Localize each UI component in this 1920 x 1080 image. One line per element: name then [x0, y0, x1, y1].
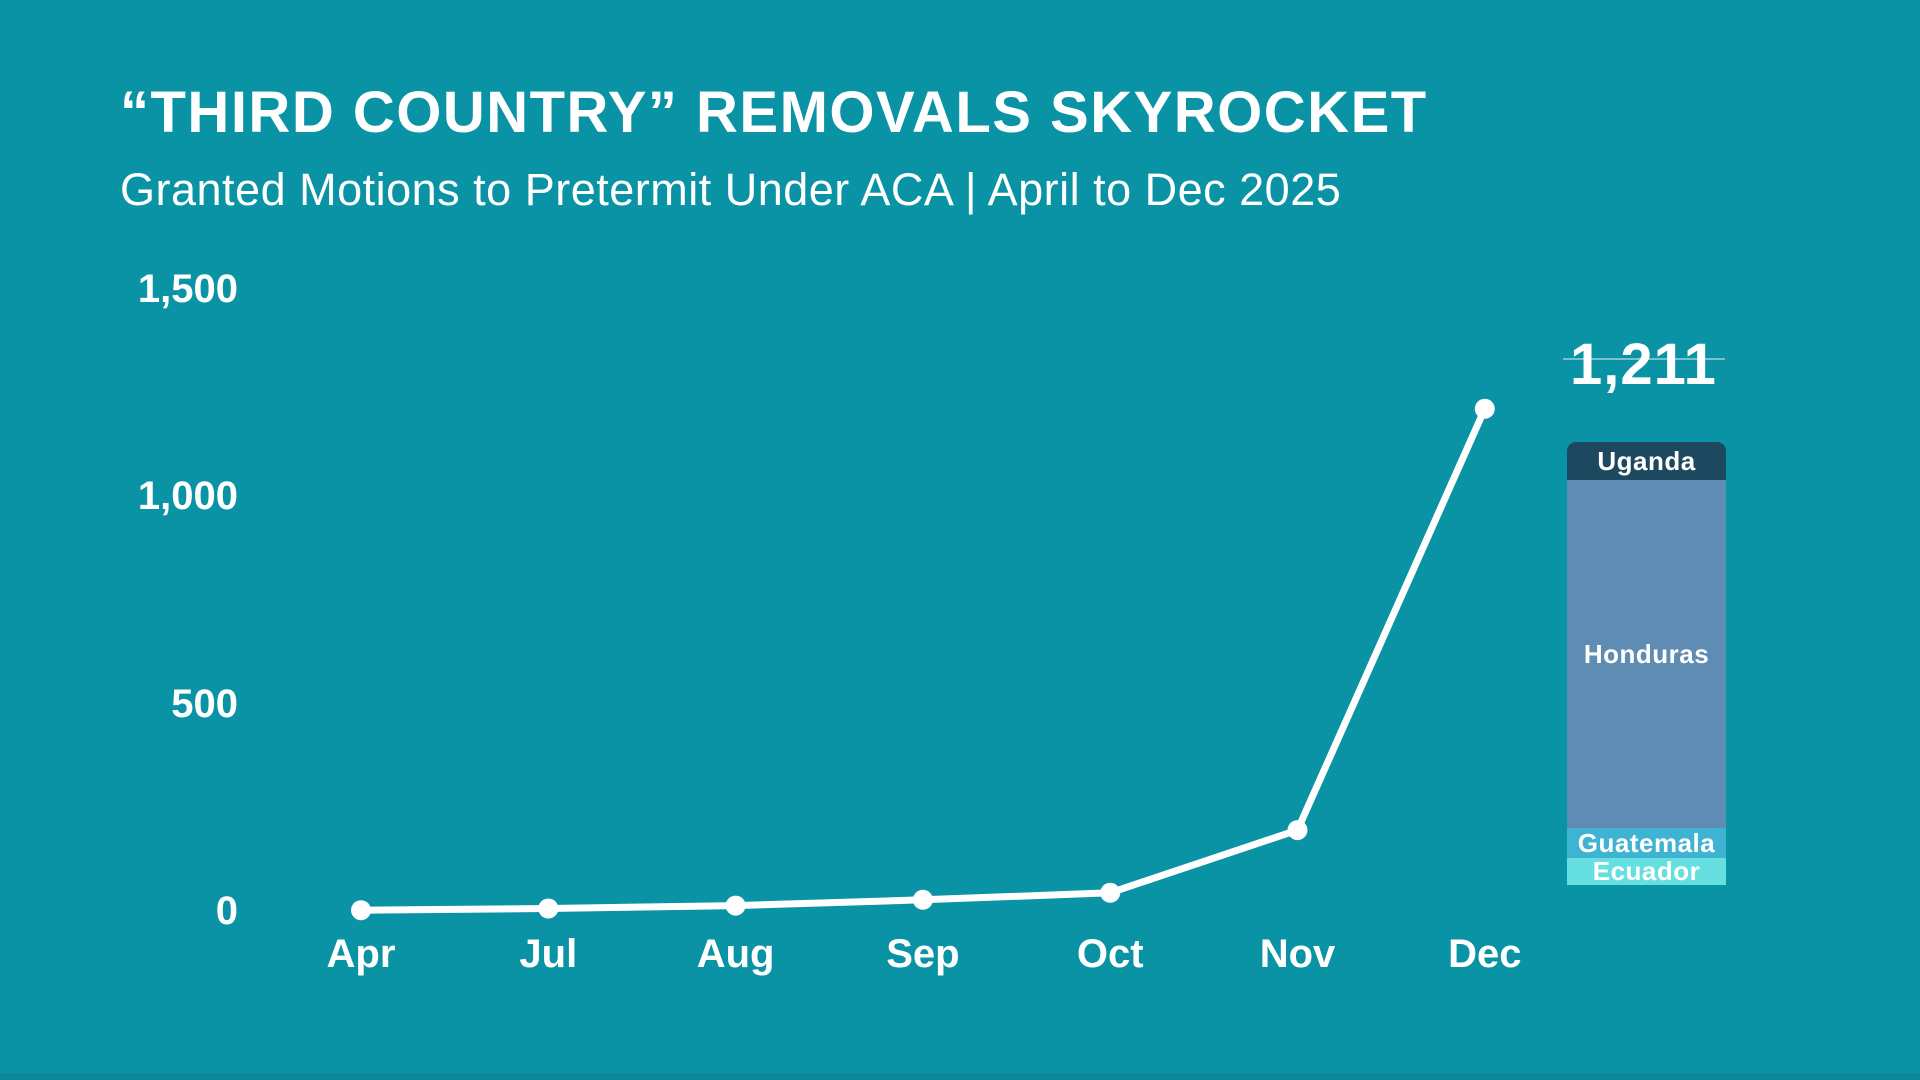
bar-segment-ecuador: Ecuador	[1567, 856, 1726, 885]
y-axis-label-1000: 1,000	[137, 474, 238, 519]
y-axis-label-500: 500	[171, 681, 238, 726]
x-axis-label-oct: Oct	[1076, 932, 1144, 976]
chart-title: “THIRD COUNTRY” REMOVALS SKYROCKET	[120, 80, 1428, 145]
data-point-apr	[351, 900, 371, 921]
bar-segment-label-uganda: Uganda	[1597, 446, 1696, 477]
x-axis-label-nov: Nov	[1259, 932, 1336, 976]
bar-segment-honduras: Honduras	[1567, 480, 1726, 828]
chart-subtitle: Granted Motions to Pretermit Under ACA |…	[120, 164, 1342, 215]
bar-segment-uganda: Uganda	[1567, 442, 1726, 481]
total-value-label: 1,211	[1570, 332, 1717, 397]
data-point-nov	[1287, 820, 1308, 841]
trend-line	[357, 405, 1489, 914]
data-point-oct	[1100, 882, 1121, 903]
x-axis-label-jul: Jul	[519, 932, 578, 976]
bar-segment-label-honduras: Honduras	[1583, 639, 1710, 670]
data-point-dec	[1474, 398, 1495, 419]
bottom-edge-strip	[0, 1073, 1920, 1080]
x-axis-label-dec: Dec	[1448, 932, 1522, 976]
x-axis-label-apr: Apr	[326, 932, 396, 976]
y-axis-label-0: 0	[215, 889, 238, 933]
data-point-jul	[538, 898, 559, 919]
data-point-aug	[725, 895, 746, 916]
total-reference-line	[1563, 358, 1725, 360]
bar-segment-label-ecuador: Ecuador	[1592, 856, 1701, 885]
x-axis-label-aug: Aug	[696, 932, 775, 976]
y-axis-label-1500: 1,500	[137, 267, 238, 311]
bar-segment-label-guatemala: Guatemala	[1577, 827, 1716, 858]
data-point-sep	[912, 889, 933, 910]
country-breakdown-bar: Uganda Honduras Guatemala Ecuador	[1567, 442, 1726, 885]
bar-segment-guatemala: Guatemala	[1567, 827, 1726, 858]
x-axis-label-sep: Sep	[886, 932, 960, 976]
